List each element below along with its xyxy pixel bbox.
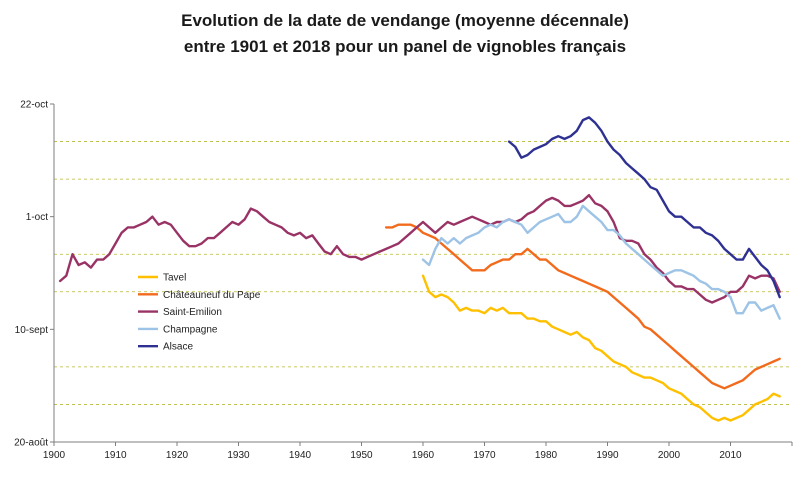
legend-label-saint-emilion: Saint-Emilion [163,307,222,318]
legend-label-ch-teauneuf-du-pape: Châteauneuf du Pape [163,290,261,301]
x-tick-label-2: 1920 [166,450,189,461]
legend-label-alsace: Alsace [163,342,193,353]
series-line-champagne [421,204,781,320]
y-tick-label-3: 22-oct [20,100,48,111]
chart-title-line-1: Evolution de la date de vendange (moyenn… [181,11,629,30]
x-tick-label-0: 1900 [43,450,66,461]
series-line-ch-teauneuf-du-pape [384,223,781,390]
x-tick-label-3: 1930 [227,450,250,461]
y-tick-label-1: 10-sept [15,325,49,336]
chart-title-line-2: entre 1901 et 2018 pour un panel de vign… [183,37,627,56]
legend-label-tavel: Tavel [163,273,186,284]
x-tick-label-7: 1970 [473,450,496,461]
x-tick-label-10: 2000 [658,450,681,461]
legend-label-champagne: Champagne [163,324,218,335]
x-tick-label-1: 1910 [104,450,127,461]
y-tick-label-2: 1-oct [26,212,48,223]
x-tick-label-5: 1950 [350,450,373,461]
x-tick-label-4: 1940 [289,450,312,461]
series-line-saint-emilion [58,193,781,304]
y-tick-label-0: 20-août [14,438,48,449]
x-tick-label-9: 1990 [596,450,619,461]
x-tick-label-11: 2010 [719,450,742,461]
x-tick-label-8: 1980 [535,450,558,461]
chart-title: Evolution de la date de vendange (moyenn… [0,8,810,60]
series-line-tavel [421,274,781,422]
x-tick-label-6: 1960 [412,450,435,461]
series-line-alsace [507,116,781,299]
